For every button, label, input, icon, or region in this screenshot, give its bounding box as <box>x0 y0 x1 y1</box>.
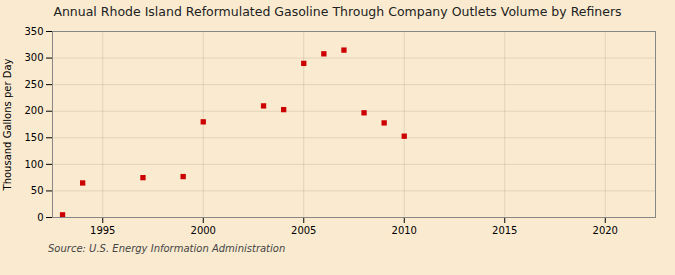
svg-text:2020: 2020 <box>593 225 618 236</box>
svg-text:1995: 1995 <box>90 225 115 236</box>
svg-text:50: 50 <box>31 185 44 196</box>
svg-text:300: 300 <box>24 52 43 63</box>
html-text:Source: U.S. Energy Informatio: Source: U.S. Energy Information Administ… <box>48 243 286 254</box>
svg-text:2005: 2005 <box>291 225 316 236</box>
svg-text:Thousand Gallons per Day: Thousand Gallons per Day <box>2 58 13 191</box>
svg-text:350: 350 <box>24 26 43 37</box>
svg-text:250: 250 <box>24 79 43 90</box>
svg-text:200: 200 <box>24 105 43 116</box>
svg-text:2010: 2010 <box>392 225 417 236</box>
html-text:Annual Rhode Island Reformulat: Annual Rhode Island Reformulated Gasolin… <box>53 4 622 19</box>
svg-text:0: 0 <box>37 212 43 223</box>
svg-text:2000: 2000 <box>191 225 216 236</box>
svg-text:2015: 2015 <box>492 225 517 236</box>
svg-text:150: 150 <box>24 132 43 143</box>
svg-text:100: 100 <box>24 159 43 170</box>
